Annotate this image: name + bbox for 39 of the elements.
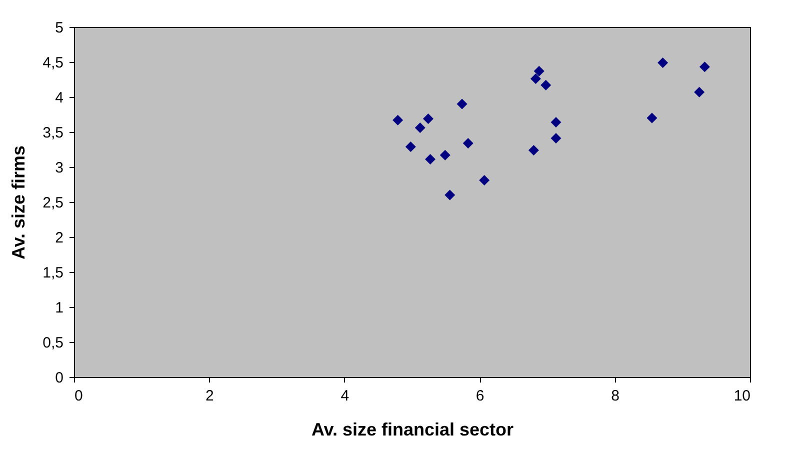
y-tick-label: 0: [55, 370, 64, 386]
x-tick-label: 2: [206, 388, 214, 404]
y-tick-label: 4: [55, 90, 64, 106]
point: [550, 116, 562, 128]
y-tick-label: 2,5: [42, 194, 64, 212]
point: [405, 141, 416, 152]
point: [414, 122, 426, 134]
y-tick-label: 4,5: [42, 54, 64, 72]
point: [456, 98, 468, 110]
point: [392, 114, 404, 126]
point: [699, 62, 710, 72]
x-tick-label: 0: [74, 388, 83, 404]
point: [422, 113, 434, 124]
point: [462, 138, 474, 148]
y-tick-label: 1: [55, 300, 64, 316]
y-tick-label: 3: [55, 160, 64, 176]
point: [694, 86, 705, 98]
y-tick-label: 0,5: [42, 334, 64, 352]
x-axis-title: Av. size financial sector: [311, 420, 514, 440]
y-tick-label: 3,5: [42, 124, 64, 142]
point: [425, 154, 436, 165]
point: [550, 133, 562, 144]
y-tick-label: 1,5: [42, 264, 64, 282]
y-tick-label: 2: [55, 230, 64, 246]
point: [646, 112, 658, 124]
x-tick-label: 4: [340, 388, 350, 404]
point: [444, 190, 456, 200]
point: [534, 66, 544, 76]
point: [440, 150, 450, 160]
y-tick-label: 5: [55, 20, 64, 36]
point: [530, 74, 541, 84]
point: [528, 144, 539, 156]
x-tick-label: 6: [476, 388, 484, 404]
x-tick-label: 10: [734, 388, 750, 404]
x-tick-label: 8: [611, 388, 620, 404]
y-axis-title: Av. size firms: [8, 145, 29, 260]
point: [479, 175, 490, 186]
point: [540, 80, 552, 90]
point: [658, 57, 668, 68]
